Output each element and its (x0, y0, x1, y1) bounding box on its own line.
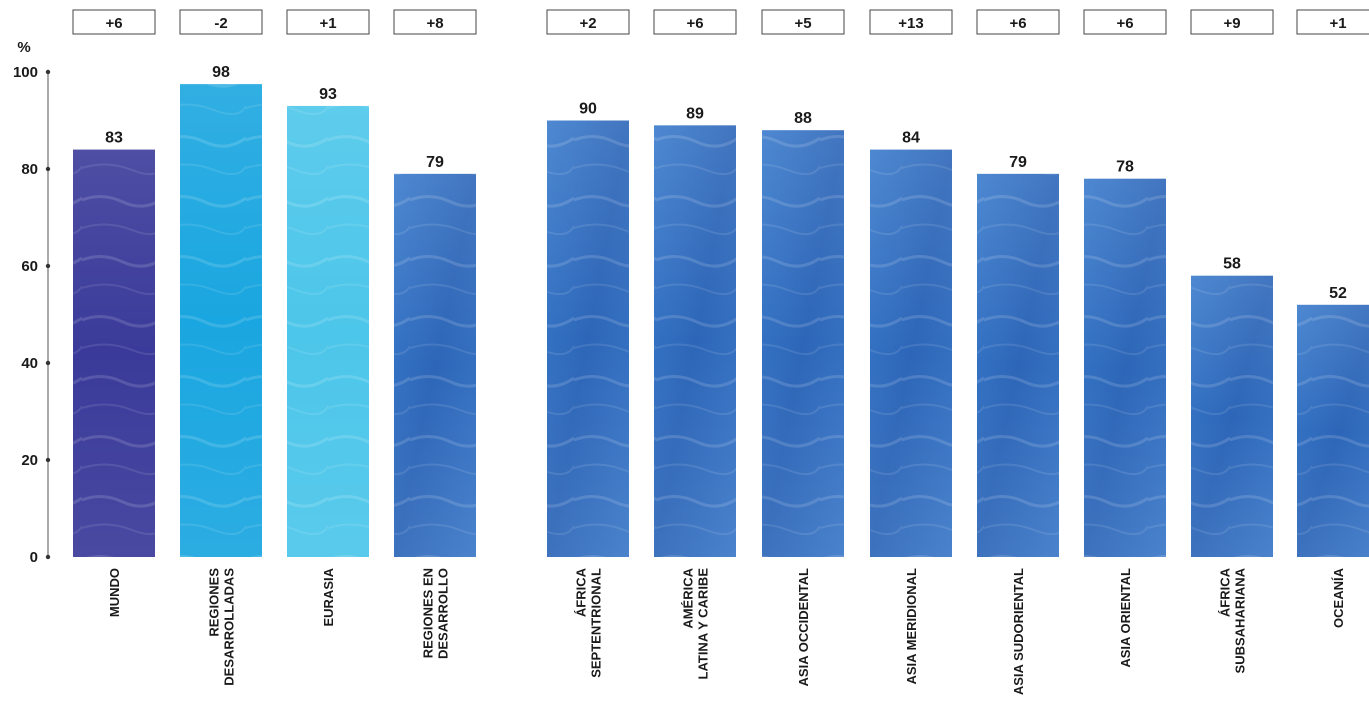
category-label-line: ASIA ORIENTAL (1118, 568, 1133, 668)
category-label-line: SUBSAHARIANA (1233, 567, 1248, 673)
y-tick-mark-0 (45, 554, 51, 560)
bar-sheen-overlay (287, 105, 369, 557)
category-label: ASIA OCCIDENTAL (796, 568, 811, 687)
category-label-line: DESARROLLADAS (222, 568, 237, 686)
category-label-line: OCEANÍA (1331, 567, 1346, 628)
bar-sheen-overlay (870, 149, 952, 557)
change-box (869, 9, 953, 35)
bar-sheen-overlay (1084, 178, 1166, 557)
category-label-line: EURASIA (321, 567, 336, 626)
bar-sheen-overlay (762, 130, 844, 557)
change-box (1083, 9, 1167, 35)
category-label-line: REGIONES (207, 568, 222, 637)
y-tick-label-0: 0 (30, 549, 38, 566)
y-tick-label-20: 20 (21, 452, 38, 469)
category-label-line: AMÉRICA (681, 567, 696, 628)
value-label: 58 (1223, 256, 1241, 273)
change-box-label: +6 (1009, 15, 1026, 32)
change-box-label: +6 (686, 15, 703, 32)
value-label: 89 (686, 105, 704, 122)
value-label: 79 (426, 154, 444, 171)
bar-sheen-overlay (1191, 275, 1273, 557)
change-box (393, 9, 477, 35)
change-box (761, 9, 845, 35)
change-box-label: +2 (579, 15, 596, 32)
y-tick-label-40: 40 (21, 355, 38, 372)
y-tick-mark-80 (45, 166, 51, 172)
bar-sheen-overlay (73, 149, 155, 557)
value-label: 52 (1329, 285, 1347, 302)
change-box (653, 9, 737, 35)
value-label: 78 (1116, 159, 1134, 176)
value-label: 88 (794, 110, 812, 127)
change-box (1190, 9, 1274, 35)
category-label-line: REGIONES EN (421, 568, 436, 658)
change-boxes: +6 -2 +1 +8 +2 +6 +5 +13 +6 +6 +9 +1 (72, 9, 1369, 35)
category-label-line: ASIA MERIDIONAL (904, 568, 919, 685)
y-tick-mark-60 (45, 263, 51, 269)
change-box (546, 9, 630, 35)
value-label: 98 (212, 64, 230, 81)
y-tick-label-100: 100 (13, 64, 38, 81)
y-axis-unit-label: % (17, 39, 30, 56)
category-label: ASIA ORIENTAL (1118, 568, 1133, 668)
change-box-label: +6 (1116, 15, 1133, 32)
y-tick-mark-100 (45, 69, 51, 75)
value-labels: 83 98 93 79 90 89 88 84 79 78 58 52 (105, 64, 1347, 302)
change-box-label: +8 (426, 15, 443, 32)
category-label-line: ASIA OCCIDENTAL (796, 568, 811, 687)
category-label: REGIONES EN DESARROLLO (421, 568, 451, 659)
category-label: EURASIA (321, 567, 336, 626)
bar-sheen-overlay (394, 173, 476, 557)
value-label: 84 (902, 130, 920, 147)
bar-sheen-overlay (180, 84, 262, 557)
change-box (72, 9, 156, 35)
value-label: 93 (319, 86, 337, 103)
change-box-label: +13 (898, 15, 923, 32)
category-label-line: DESARROLLO (436, 568, 451, 659)
change-box-label: +9 (1223, 15, 1240, 32)
change-box (179, 9, 263, 35)
bar-sheen-overlay (1297, 304, 1369, 557)
change-box (976, 9, 1060, 35)
bar-sheen-overlay (977, 173, 1059, 557)
y-axis-ticks: 0 20 40 60 80 100 (13, 64, 51, 566)
change-box-label: -2 (214, 15, 227, 32)
category-label-line: MUNDO (107, 568, 122, 617)
change-box-label: +1 (319, 15, 336, 32)
category-label-line: SEPTENTRIONAL (589, 568, 604, 678)
category-label: ÁFRICA SUBSAHARIANA (1218, 567, 1248, 673)
category-label: MUNDO (107, 568, 122, 617)
category-label: ASIA MERIDIONAL (904, 568, 919, 685)
category-label: ÁFRICA SEPTENTRIONAL (574, 567, 604, 677)
bars (73, 84, 1369, 557)
y-tick-label-80: 80 (21, 161, 38, 178)
y-tick-label-60: 60 (21, 258, 38, 275)
category-label: REGIONES DESARROLLADAS (207, 568, 237, 686)
y-tick-mark-20 (45, 457, 51, 463)
change-box (286, 9, 370, 35)
category-label: AMÉRICA LATINA Y CARIBE (681, 567, 711, 679)
change-box-label: +6 (105, 15, 122, 32)
category-label: OCEANÍA (1331, 567, 1346, 628)
value-label: 79 (1009, 154, 1027, 171)
change-box (1296, 9, 1369, 35)
y-tick-mark-40 (45, 360, 51, 366)
category-label-line: ASIA SUDORIENTAL (1011, 568, 1026, 695)
change-box-label: +5 (794, 15, 811, 32)
category-label: ASIA SUDORIENTAL (1011, 568, 1026, 695)
category-label-line: ÁFRICA (1218, 567, 1233, 617)
category-labels: MUNDO REGIONES DESARROLLADAS EURASIA REGIONE… (107, 567, 1346, 695)
change-box-label: +1 (1329, 15, 1346, 32)
bar-sheen-overlay (654, 125, 736, 557)
bar-sheen-overlay (547, 120, 629, 557)
category-label-line: LATINA Y CARIBE (696, 568, 711, 680)
category-label-line: ÁFRICA (574, 567, 589, 617)
value-label: 90 (579, 101, 597, 118)
value-label: 83 (105, 130, 123, 147)
